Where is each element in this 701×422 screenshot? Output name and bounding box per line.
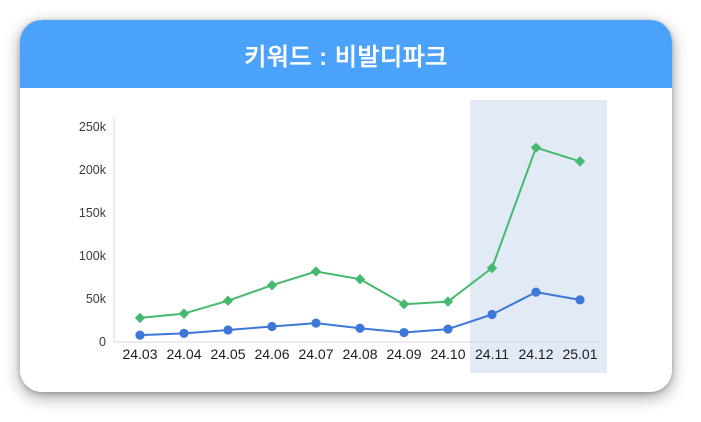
x-category-label: 24.11: [475, 346, 509, 362]
data-point-diamond: [354, 274, 366, 285]
card-header: 키워드 : 비발디파크: [20, 20, 672, 88]
data-point-diamond: [222, 295, 234, 306]
x-category-label: 25.01: [562, 346, 597, 362]
x-category-label: 24.10: [430, 346, 465, 362]
data-point-circle: [575, 295, 585, 305]
data-point-diamond: [442, 296, 454, 307]
data-point-circle: [531, 287, 541, 297]
x-category-label: 24.12: [518, 346, 553, 362]
y-tick-label: 150k: [79, 206, 107, 220]
data-point-circle: [443, 324, 453, 334]
chart-svg: 0 50k 100k 150k 200k 250k 24.03 24.04 24.05 24.06…: [79, 100, 607, 373]
y-tick-label: 100k: [79, 249, 107, 263]
data-point-diamond: [134, 312, 146, 324]
data-point-diamond: [574, 156, 586, 167]
data-point-circle: [223, 325, 233, 335]
data-point-diamond: [266, 280, 278, 291]
data-point-circle: [135, 330, 145, 340]
data-point-diamond: [486, 262, 498, 274]
data-point-circle: [355, 323, 365, 333]
data-point-circle: [267, 321, 277, 332]
data-point-diamond: [530, 142, 542, 153]
x-category-label: 24.04: [166, 346, 201, 362]
y-tick-label: 250k: [79, 120, 107, 134]
data-point-diamond: [310, 266, 322, 277]
x-category-label: 24.08: [342, 346, 377, 362]
x-category-label: 24.06: [254, 346, 289, 362]
x-category-label: 24.05: [210, 346, 245, 362]
data-point-diamond: [398, 298, 410, 310]
keyword-card: 키워드 : 비발디파크 0 50k 100k 150k 200k 250k 24.03 24.…: [20, 20, 672, 392]
x-category-label: 24.03: [122, 346, 157, 362]
data-point-circle: [311, 318, 321, 328]
data-point-circle: [179, 328, 189, 338]
data-point-circle: [399, 327, 409, 338]
x-category-label: 24.09: [386, 346, 421, 362]
card-title: 키워드 : 비발디파크: [244, 43, 448, 71]
y-tick-label: 200k: [79, 163, 107, 177]
y-tick-label: 50k: [86, 292, 107, 306]
highlight-band: [470, 100, 607, 373]
data-point-circle: [487, 309, 497, 320]
x-category-label: 24.07: [298, 346, 333, 362]
chart-area: 0 50k 100k 150k 200k 250k 24.03 24.04 24.05 24.06…: [20, 88, 672, 392]
data-point-diamond: [178, 308, 190, 319]
y-tick-label: 0: [99, 335, 106, 349]
